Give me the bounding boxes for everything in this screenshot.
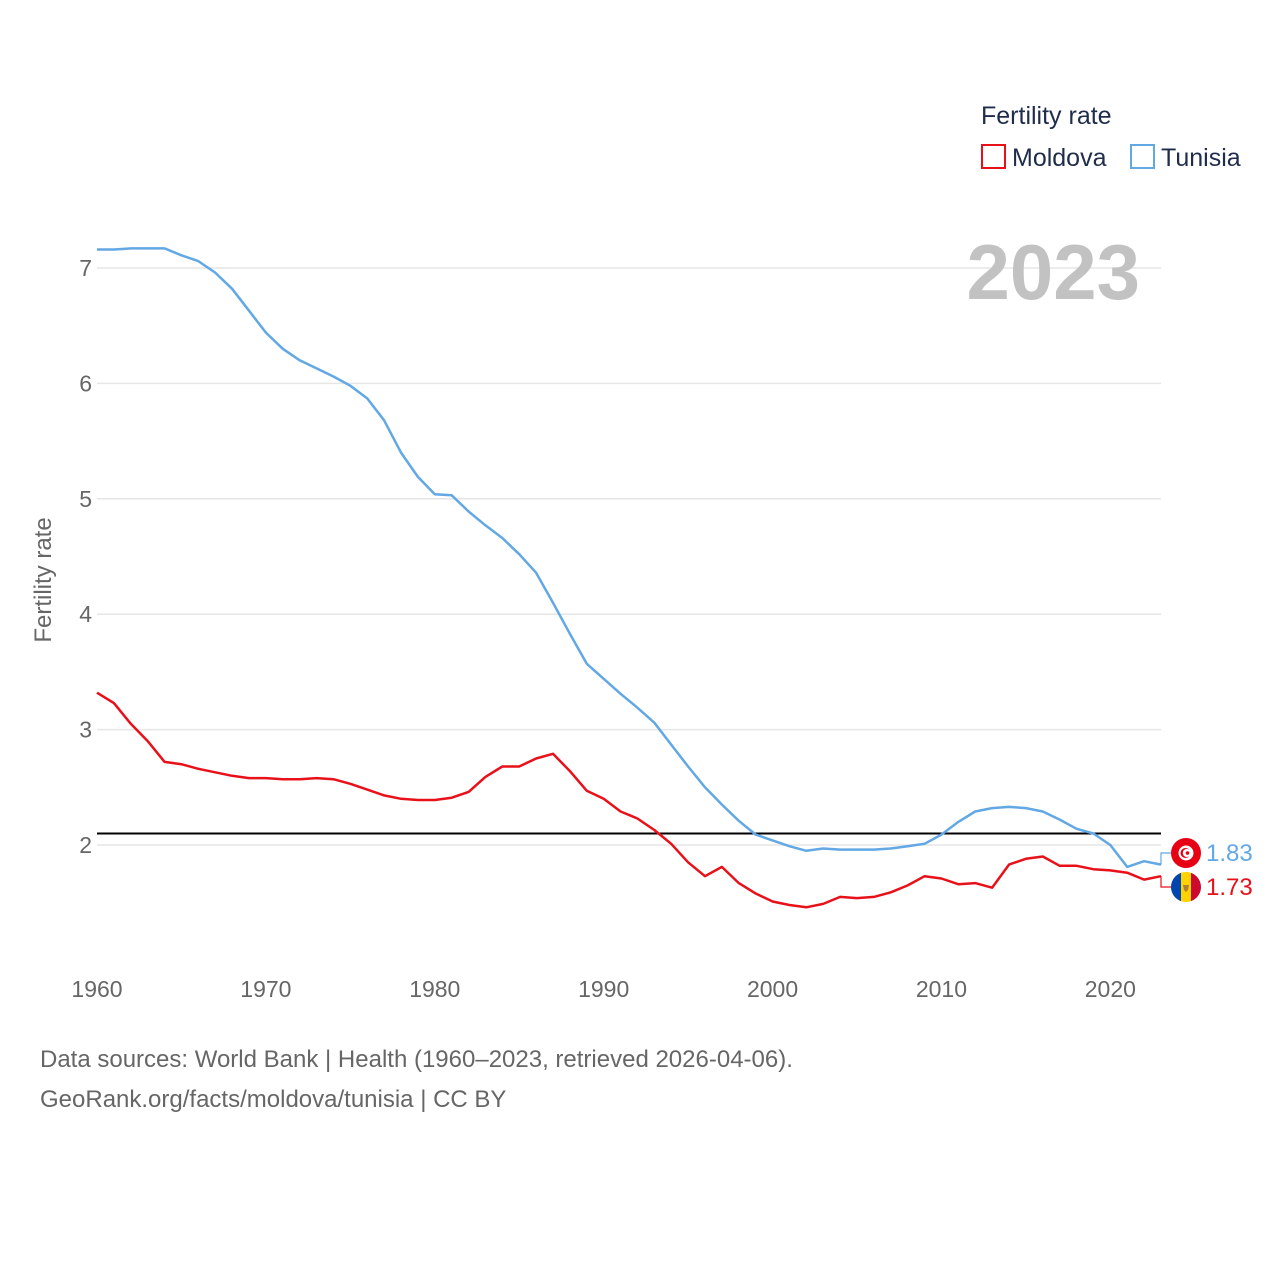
flag-moldova-icon: [1171, 872, 1201, 902]
legend-item-moldova[interactable]: Moldova: [981, 144, 1107, 172]
series-line-moldova: [96, 691, 1162, 909]
x-tick-label: 2010: [916, 976, 967, 1002]
legend-swatch-tunisia: [1130, 144, 1155, 169]
x-tick-label: 1970: [240, 976, 291, 1002]
end-value-moldova: 1.73: [1206, 874, 1253, 901]
legend-swatch-moldova: [981, 144, 1006, 169]
y-tick-label: 6: [79, 370, 92, 396]
x-tick-label: 1990: [578, 976, 629, 1002]
legend-title: Fertility rate: [981, 102, 1112, 130]
end-connector-tunisia: [1160, 852, 1171, 865]
gridlines: [97, 267, 1161, 846]
y-tick-label: 5: [79, 486, 92, 512]
end-markers: 1.73 1.83: [1160, 838, 1253, 902]
x-tick-label: 2020: [1085, 976, 1136, 1002]
x-tick-label: 1960: [71, 976, 122, 1002]
legend-label-tunisia: Tunisia: [1161, 144, 1241, 172]
end-connector-moldova: [1160, 876, 1171, 888]
footer: Data sources: World Bank | Health (1960–…: [40, 1040, 793, 1120]
legend-label-moldova: Moldova: [1012, 144, 1107, 172]
x-tick-label: 2000: [747, 976, 798, 1002]
y-tick-label: 3: [79, 717, 92, 743]
data-source-text: Data sources: World Bank | Health (1960–…: [40, 1046, 793, 1073]
y-axis-title: Fertility rate: [30, 517, 57, 642]
attribution-link[interactable]: GeoRank.org/facts/moldova/tunisia | CC B…: [40, 1086, 507, 1113]
flag-tunisia-icon: [1171, 838, 1201, 868]
y-tick-label: 7: [79, 255, 92, 281]
legend-item-tunisia[interactable]: Tunisia: [1130, 144, 1241, 172]
x-tick-label: 1980: [409, 976, 460, 1002]
legend: Fertility rate Moldova Tunisia: [981, 102, 1241, 172]
year-label: 2023: [966, 228, 1140, 316]
end-value-tunisia: 1.83: [1206, 840, 1253, 867]
y-tick-label: 2: [79, 832, 92, 858]
series-lines: [96, 247, 1162, 909]
x-axis-ticks: 1960 1970 1980 1990 2000 2010 2020: [71, 976, 1136, 1002]
y-axis-ticks: 2 3 4 5 6 7: [79, 255, 92, 858]
y-tick-label: 4: [79, 601, 92, 627]
series-line-tunisia: [97, 247, 1162, 869]
